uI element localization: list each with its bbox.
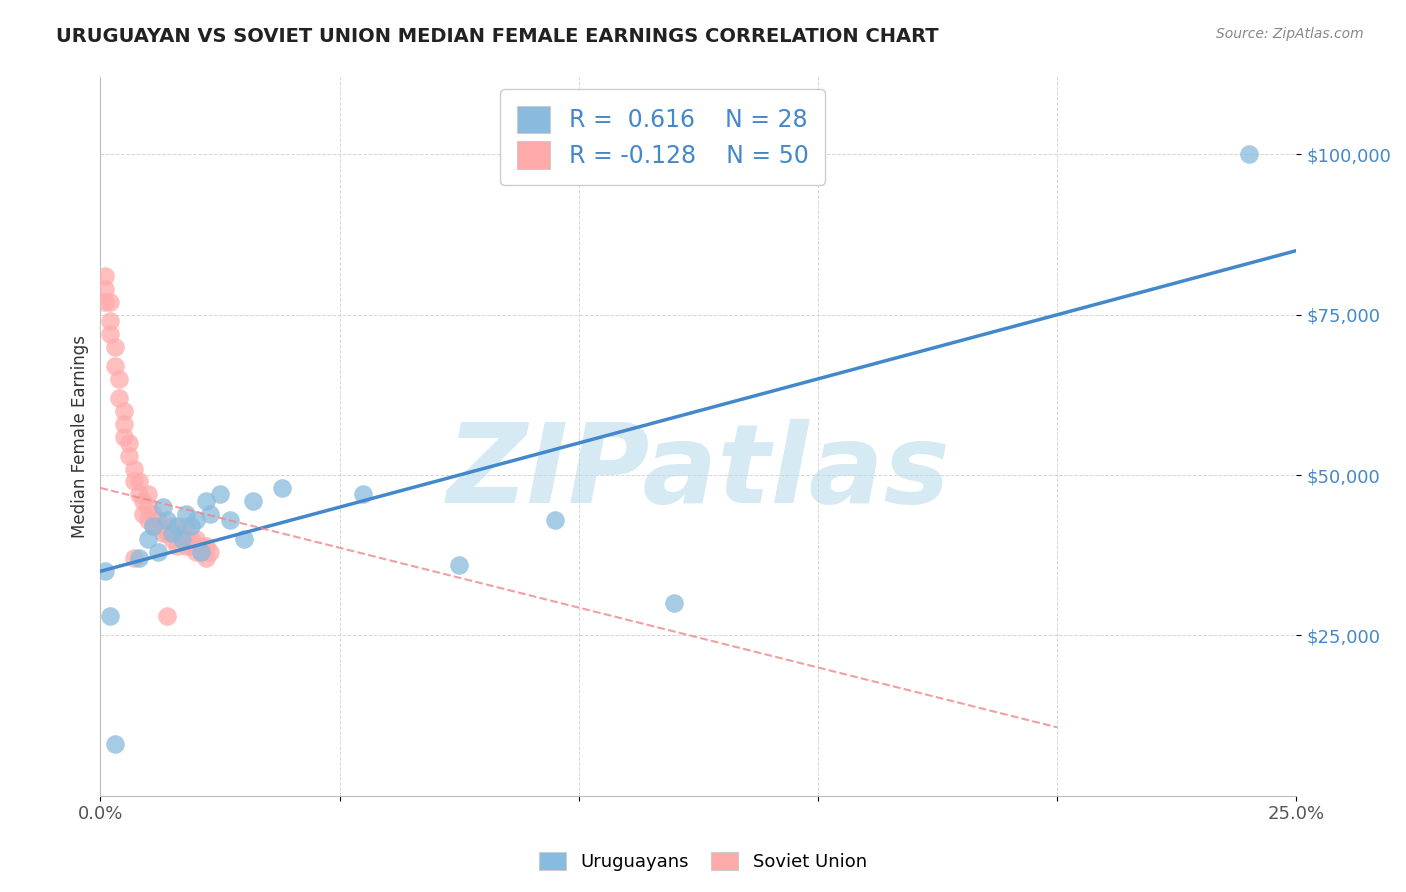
Point <box>544 513 567 527</box>
Point <box>136 500 159 515</box>
Point <box>156 609 179 624</box>
Point <box>200 507 222 521</box>
Point <box>160 519 183 533</box>
Point <box>118 449 141 463</box>
Point <box>242 493 264 508</box>
Point <box>353 487 375 501</box>
Point <box>449 558 471 572</box>
Text: ZIPatlas: ZIPatlas <box>447 419 950 526</box>
Text: Source: ZipAtlas.com: Source: ZipAtlas.com <box>1216 27 1364 41</box>
Point <box>132 493 155 508</box>
Point <box>98 326 121 341</box>
Point <box>194 493 217 508</box>
Point <box>128 487 150 501</box>
Point <box>190 539 212 553</box>
Point <box>136 533 159 547</box>
Point <box>200 545 222 559</box>
Point <box>664 596 686 610</box>
Legend: R =  0.616    N = 28, R = -0.128    N = 50: R = 0.616 N = 28, R = -0.128 N = 50 <box>501 89 825 186</box>
Point <box>176 519 198 533</box>
Point <box>271 481 294 495</box>
Point <box>142 507 165 521</box>
Point <box>122 475 145 489</box>
Point <box>94 282 117 296</box>
Point <box>132 507 155 521</box>
Point <box>190 545 212 559</box>
Point <box>194 539 217 553</box>
Point <box>146 513 169 527</box>
Point <box>104 340 127 354</box>
Point <box>184 513 207 527</box>
Point <box>104 738 127 752</box>
Point <box>166 525 188 540</box>
Point <box>136 487 159 501</box>
Point <box>98 314 121 328</box>
Point <box>112 404 135 418</box>
Point <box>170 525 193 540</box>
Point <box>98 609 121 624</box>
Point <box>180 533 202 547</box>
Point <box>156 513 179 527</box>
Point <box>160 533 183 547</box>
Point <box>94 294 117 309</box>
Point <box>108 372 131 386</box>
Point <box>146 545 169 559</box>
Point <box>180 519 202 533</box>
Point <box>142 519 165 533</box>
Point <box>156 525 179 540</box>
Point <box>160 525 183 540</box>
Point <box>180 539 202 553</box>
Point <box>98 294 121 309</box>
Point <box>170 533 193 547</box>
Point <box>128 551 150 566</box>
Point <box>170 533 193 547</box>
Point <box>112 429 135 443</box>
Point <box>112 417 135 431</box>
Point <box>142 519 165 533</box>
Point <box>136 513 159 527</box>
Point <box>166 539 188 553</box>
Point <box>208 487 231 501</box>
Point <box>176 533 198 547</box>
Point <box>94 564 117 578</box>
Point <box>218 513 240 527</box>
Point <box>194 551 217 566</box>
Point <box>152 500 174 515</box>
Point <box>146 519 169 533</box>
Point <box>122 461 145 475</box>
Point <box>118 436 141 450</box>
Point <box>94 269 117 284</box>
Point <box>184 545 207 559</box>
Y-axis label: Median Female Earnings: Median Female Earnings <box>72 335 89 538</box>
Point <box>232 533 254 547</box>
Point <box>184 533 207 547</box>
Point <box>176 507 198 521</box>
Point <box>190 545 212 559</box>
Point <box>166 519 188 533</box>
Point <box>128 475 150 489</box>
Point <box>108 391 131 405</box>
Point <box>176 539 198 553</box>
Point <box>152 525 174 540</box>
Point <box>104 359 127 373</box>
Legend: Uruguayans, Soviet Union: Uruguayans, Soviet Union <box>531 845 875 879</box>
Point <box>122 551 145 566</box>
Text: URUGUAYAN VS SOVIET UNION MEDIAN FEMALE EARNINGS CORRELATION CHART: URUGUAYAN VS SOVIET UNION MEDIAN FEMALE … <box>56 27 939 45</box>
Point <box>1237 147 1260 161</box>
